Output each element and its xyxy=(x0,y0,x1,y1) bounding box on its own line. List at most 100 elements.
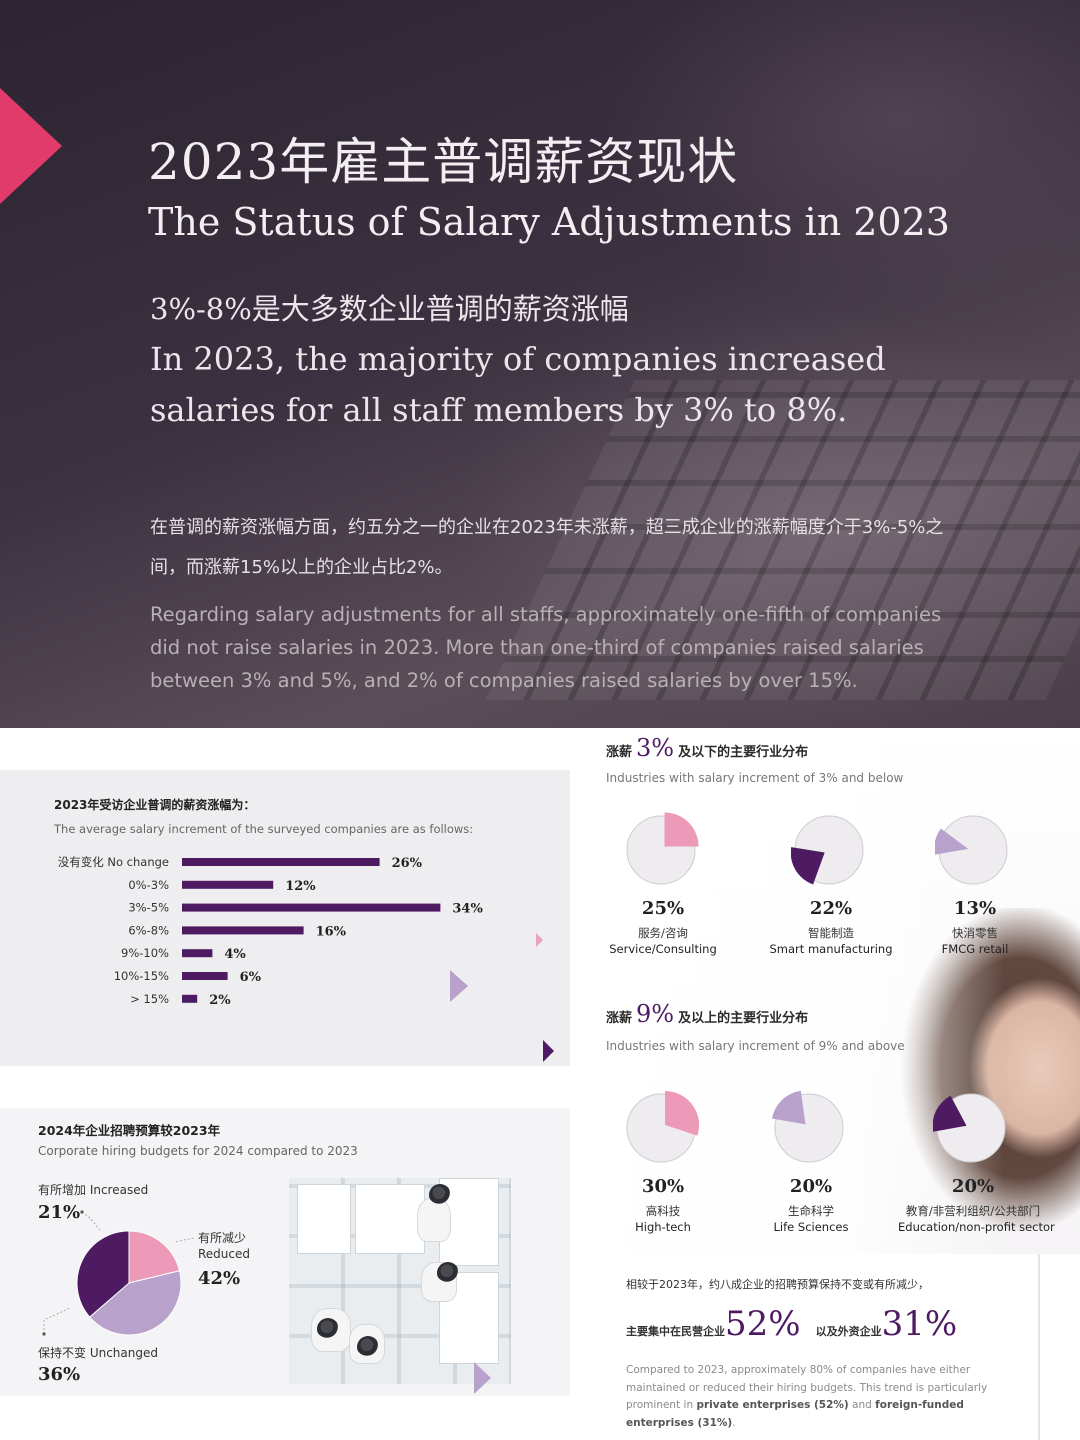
pie-label-cn: 教育/非营利组织/公共部门 xyxy=(905,1204,1041,1218)
hiring-budget-panel: 2024年企业招聘预算较2023年 Corporate hiring budge… xyxy=(0,1108,570,1440)
low-increment-heading-en: Industries with salary increment of 3% a… xyxy=(606,771,904,785)
reduced-label-en: Reduced xyxy=(198,1247,251,1261)
hero-banner: 2023年雇主普调薪资现状 The Status of Salary Adjus… xyxy=(0,0,1080,728)
salary-bar xyxy=(182,994,198,1003)
pie-leader-lines xyxy=(42,1210,195,1336)
high-heading-big-number: 9% xyxy=(636,1000,675,1028)
para-part-3: . xyxy=(732,1416,736,1429)
salary-bar-chart: 没有变化 No change 26% 0%-3% 12% 3%-5% 34% 6%-8% 16… xyxy=(58,855,484,1008)
pie-education-nonprofit xyxy=(933,1093,1006,1163)
salary-bar xyxy=(182,880,274,889)
high-increment-heading-en: Industries with salary increment of 9% a… xyxy=(606,1039,905,1053)
unchanged-percent: 36% xyxy=(38,1364,81,1385)
pie-slice xyxy=(772,1090,806,1125)
pie-label-en: Service/Consulting xyxy=(609,942,717,956)
bar-category-label: 没有变化 No change xyxy=(58,855,169,869)
photo-fade-overlay xyxy=(570,728,1080,1254)
low-increment-heading: 涨薪 3% 及以下的主要行业分布 xyxy=(606,734,808,762)
pie-slice xyxy=(933,1095,967,1132)
pie-label-en: Education/non-profit sector xyxy=(898,1220,1055,1234)
pie-life-sciences xyxy=(772,1090,844,1163)
bar-value-label: 12% xyxy=(285,879,316,894)
pie-item-education-nonprofit: 20% 教育/非营利组织/公共部门 Education/non-profit s… xyxy=(898,1088,1055,1234)
pie-label-cn: 生命科学 xyxy=(788,1204,834,1218)
pie-label-cn: 智能制造 xyxy=(808,926,854,940)
industry-distribution-panel: 涨薪 3% 及以下的主要行业分布 Industries with salary in… xyxy=(570,728,1080,1254)
pie-label-cn: 快消零售 xyxy=(952,926,998,940)
salary-bar xyxy=(182,972,228,980)
pie-label-en: High-tech xyxy=(635,1220,691,1234)
pie-slice xyxy=(665,1091,700,1136)
pie-percent: 20% xyxy=(789,1176,833,1197)
hero-paragraph-cn: 在普调的薪资涨幅方面，约五分之一的企业在2023年未涨薪，超三成企业的涨薪幅度介… xyxy=(150,517,944,578)
hero-paragraph-en: Regarding salary adjustments for all sta… xyxy=(150,603,942,692)
hiring-title-cn: 2024年企业招聘预算较2023年 xyxy=(38,1123,221,1138)
increased-percent: 21% xyxy=(38,1202,81,1223)
hiring-pie-slice xyxy=(128,1230,181,1284)
salary-bar xyxy=(182,926,304,935)
pie-label-cn: 服务/咨询 xyxy=(638,926,688,940)
hero-subtitle-cn: 3%-8%是大多数企业普调的薪资涨幅 xyxy=(150,292,629,326)
pink-triangle-decoration xyxy=(536,933,543,947)
pie-item-service-consulting: 25% 服务/咨询 Service/Consulting xyxy=(588,810,738,956)
salary-bar xyxy=(182,949,213,958)
bar-value-label: 2% xyxy=(209,993,231,1008)
pie-percent: 20% xyxy=(951,1176,995,1197)
lavender-triangle-decoration xyxy=(450,970,468,1002)
private-enterprise-label: 主要集中在民营企业 xyxy=(626,1325,725,1338)
divider xyxy=(1038,1254,1040,1440)
hiring-budget-pie xyxy=(76,1230,182,1336)
office-overhead-photo xyxy=(289,1178,511,1384)
bar-value-label: 26% xyxy=(392,856,423,871)
pie-percent: 22% xyxy=(809,898,853,919)
salary-chart-title-cn: 2023年受访企业普调的薪资涨幅为： xyxy=(54,798,256,812)
salary-bar xyxy=(182,903,441,912)
high-heading-suffix: 及以上的主要行业分布 xyxy=(678,1011,809,1026)
pie-percent: 13% xyxy=(953,898,997,919)
pie-item-smart-manufacturing: 22% 智能制造 Smart manufacturing xyxy=(756,810,906,956)
hero-title-en: The Status of Salary Adjustments in 2023 xyxy=(148,200,950,244)
private-enterprise-percent: 52% xyxy=(725,1304,801,1344)
para-bold-foreign: foreign-funded enterprises (31%) xyxy=(626,1399,964,1429)
pie-service-consulting xyxy=(626,812,699,885)
pie-label-en: Life Sciences xyxy=(773,1220,849,1234)
reduced-label-cn: 有所减少 xyxy=(198,1231,247,1245)
pie-label-en: Smart manufacturing xyxy=(769,942,893,956)
pie-smart-manufacturing xyxy=(791,815,864,885)
bar-value-label: 6% xyxy=(240,970,262,985)
pie-fmcg-retail xyxy=(935,815,1008,885)
pie-slice xyxy=(935,828,969,855)
low-heading-big-number: 3% xyxy=(636,734,675,762)
para-part-2: and xyxy=(848,1399,876,1411)
salary-chart-title-en: The average salary increment of the surv… xyxy=(54,822,474,836)
summary-paragraph-en: Compared to 2023, approximately 80% of c… xyxy=(626,1362,990,1432)
high-increment-heading: 涨薪 9% 及以上的主要行业分布 xyxy=(606,1000,808,1028)
bar-value-label: 4% xyxy=(224,947,246,962)
bar-category-label: 10%-15% xyxy=(114,969,169,983)
salary-increment-panel: 2023年受访企业普调的薪资涨幅为： The average salary in… xyxy=(0,770,570,1066)
purple-triangle-decoration xyxy=(543,1040,554,1062)
hiring-title-en: Corporate hiring budgets for 2024 compar… xyxy=(38,1144,358,1158)
pie-item-high-tech: 30% 高科技 High-tech xyxy=(588,1088,738,1234)
pie-slice xyxy=(791,847,825,885)
summary-line-cn: 相较于2023年，约八成企业的招聘预算保持不变或有所减少， xyxy=(626,1278,929,1291)
bar-value-label: 34% xyxy=(452,902,483,917)
pink-triangle-decoration xyxy=(0,88,62,204)
pie-item-life-sciences: 20% 生命科学 Life Sciences xyxy=(736,1088,886,1234)
hero-subtitle-en: In 2023, the majority of companies incre… xyxy=(150,340,886,429)
bar-category-label: 6%-8% xyxy=(128,923,169,937)
pie-label-cn: 高科技 xyxy=(645,1204,681,1218)
bar-value-label: 16% xyxy=(316,924,347,939)
para-part-1: Compared to 2023, approximately 80% of c… xyxy=(626,1364,988,1411)
bar-category-label: 0%-3% xyxy=(128,878,169,892)
hiring-pie-slice xyxy=(76,1230,130,1318)
pie-label-en: FMCG retail xyxy=(941,942,1009,956)
foreign-enterprise-label: 以及外资企业 xyxy=(815,1325,882,1338)
increased-label: 有所增加 Increased xyxy=(38,1183,149,1197)
foreign-enterprise-percent: 31% xyxy=(881,1304,958,1344)
para-bold-private: private enterprises (52%) xyxy=(696,1399,849,1411)
lavender-triangle-decoration xyxy=(474,1362,491,1394)
hero-title-cn: 2023年雇主普调薪资现状 xyxy=(148,133,739,191)
bar-category-label: > 15% xyxy=(130,992,169,1006)
hiring-budget-summary: 相较于2023年，约八成企业的招聘预算保持不变或有所减少， 主要集中在民营企业5… xyxy=(570,1254,1040,1440)
